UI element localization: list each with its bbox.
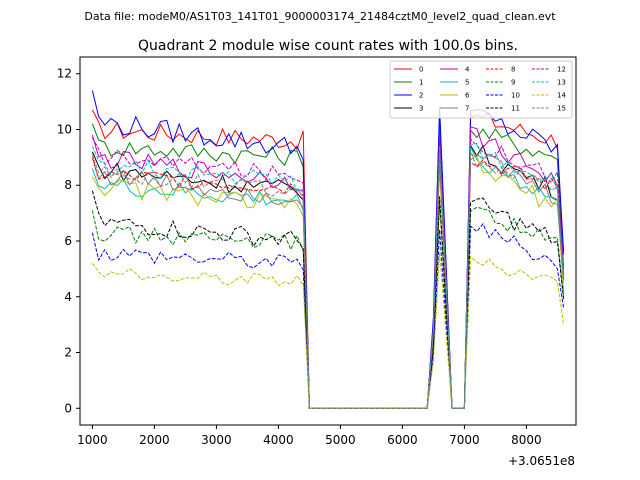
x-tick-label: 8000 bbox=[511, 433, 542, 447]
x-tick-label: 3000 bbox=[201, 433, 232, 447]
series-line-15 bbox=[91, 150, 565, 409]
series-line-0 bbox=[91, 109, 565, 409]
legend-label-7: 7 bbox=[465, 105, 469, 113]
x-tick-label: 2000 bbox=[139, 433, 170, 447]
legend-label-15: 15 bbox=[557, 105, 566, 113]
series-line-14 bbox=[91, 252, 565, 409]
x-tick-label: 4000 bbox=[263, 433, 294, 447]
legend-label-9: 9 bbox=[511, 79, 515, 87]
legend-label-12: 12 bbox=[557, 66, 566, 74]
y-tick-label: 12 bbox=[57, 67, 72, 81]
y-tick-label: 8 bbox=[64, 178, 72, 192]
legend-label-4: 4 bbox=[465, 66, 470, 74]
legend-label-11: 11 bbox=[511, 105, 520, 113]
legend-label-0: 0 bbox=[419, 66, 423, 74]
legend-box bbox=[389, 60, 573, 119]
x-tick-label: 6000 bbox=[387, 433, 418, 447]
series-line-5 bbox=[91, 147, 565, 409]
y-tick-label: 2 bbox=[64, 346, 72, 360]
y-axis: 0 2 4 6 8 10 12 bbox=[57, 67, 80, 415]
series-line-6 bbox=[91, 152, 565, 409]
legend-label-14: 14 bbox=[557, 92, 566, 100]
series-line-2 bbox=[91, 90, 565, 409]
legend-label-8: 8 bbox=[511, 66, 515, 74]
figure-suptitle: Data file: modeM0/AS1T03_141T01_90000031… bbox=[84, 10, 556, 23]
x-axis: 1000 2000 3000 4000 5000 6000 7000 8000 bbox=[77, 425, 542, 447]
legend-label-2: 2 bbox=[419, 92, 423, 100]
x-tick-label: 5000 bbox=[325, 433, 356, 447]
x-tick-label: 7000 bbox=[449, 433, 480, 447]
series-line-8 bbox=[91, 157, 565, 409]
x-tick-label: 1000 bbox=[77, 433, 108, 447]
legend-label-1: 1 bbox=[419, 79, 423, 87]
series-line-10 bbox=[91, 222, 565, 409]
x-axis-offset-label: +3.0651e8 bbox=[508, 454, 575, 468]
y-tick-label: 10 bbox=[57, 122, 72, 136]
legend-label-13: 13 bbox=[557, 79, 566, 87]
series-line-1 bbox=[91, 123, 565, 409]
legend-label-3: 3 bbox=[419, 105, 423, 113]
y-tick-label: 0 bbox=[64, 401, 72, 415]
y-tick-label: 4 bbox=[64, 290, 72, 304]
legend-label-10: 10 bbox=[511, 92, 520, 100]
y-tick-label: 6 bbox=[64, 234, 72, 248]
series-line-11 bbox=[91, 190, 565, 409]
plot-lines bbox=[91, 90, 565, 409]
legend-label-6: 6 bbox=[465, 92, 470, 100]
chart-title: Quadrant 2 module wise count rates with … bbox=[138, 38, 518, 54]
legend-label-5: 5 bbox=[465, 79, 469, 87]
